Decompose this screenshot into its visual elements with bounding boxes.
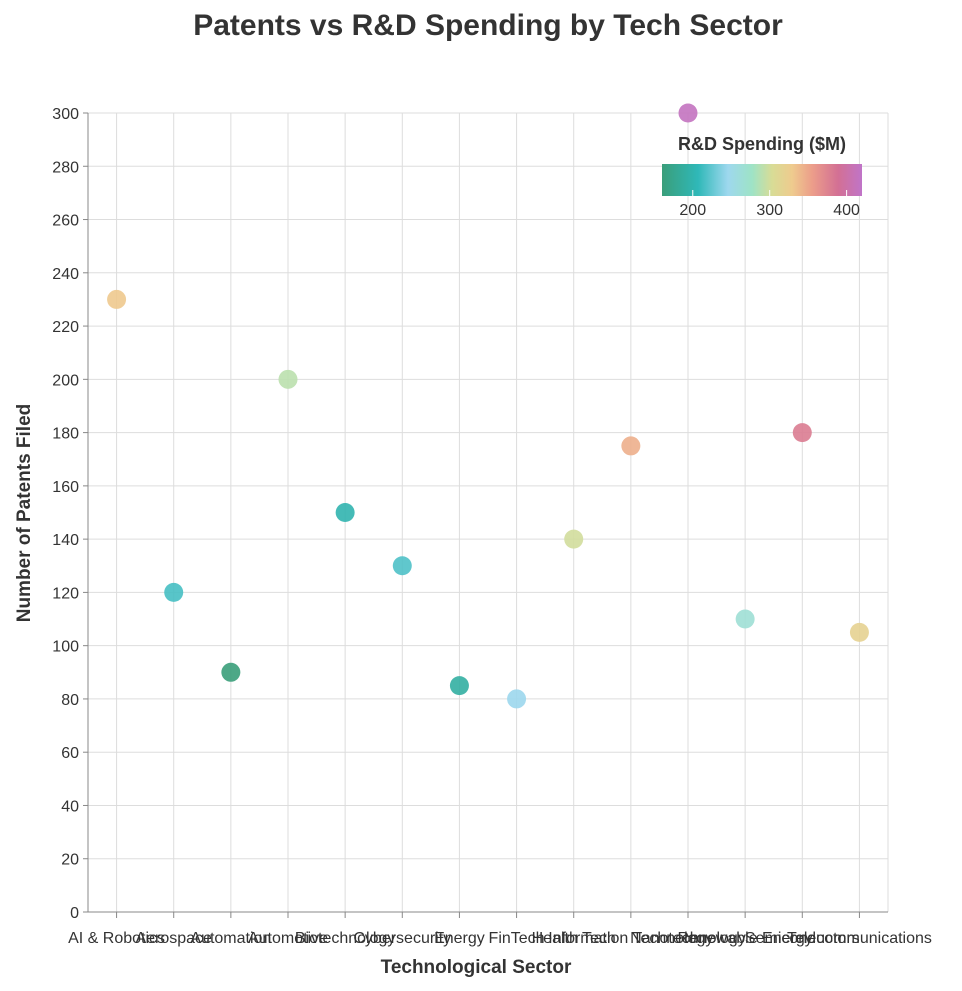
- y-tick-label: 260: [52, 213, 79, 230]
- y-tick-label: 0: [70, 905, 79, 922]
- data-point[interactable]: [278, 369, 298, 389]
- legend-tick-label: 200: [679, 202, 706, 219]
- y-tick-label: 220: [52, 319, 79, 336]
- y-axis-title: Number of Patents Filed: [14, 404, 35, 623]
- y-tick-label: 160: [52, 479, 79, 496]
- y-tick-label: 40: [61, 798, 79, 815]
- x-tick-label: Aerospace: [135, 930, 212, 947]
- y-tick-label: 80: [61, 692, 79, 709]
- data-point[interactable]: [221, 662, 241, 682]
- data-point[interactable]: [507, 689, 527, 709]
- data-points: [107, 103, 869, 709]
- y-tick-label: 100: [52, 639, 79, 656]
- y-tick-label: 140: [52, 532, 79, 549]
- chart-title: Patents vs R&D Spending by Tech Sector: [193, 9, 783, 42]
- x-tick-label: Energy: [434, 930, 485, 947]
- data-point[interactable]: [564, 529, 584, 549]
- x-tick-label: Automotive: [248, 930, 328, 947]
- data-point[interactable]: [735, 609, 755, 629]
- legend-title: R&D Spending ($M): [678, 134, 846, 154]
- legend-gradient-bar: [662, 164, 862, 196]
- x-tick-label: Semiconductors: [745, 930, 860, 947]
- gridlines: [88, 112, 889, 913]
- data-point[interactable]: [107, 289, 127, 309]
- y-tick-label: 60: [61, 745, 79, 762]
- y-tick-label: 280: [52, 159, 79, 176]
- data-point[interactable]: [792, 423, 812, 443]
- data-point[interactable]: [449, 676, 469, 696]
- data-point[interactable]: [678, 103, 698, 123]
- x-tick-label: FinTech: [489, 930, 545, 947]
- x-tick-label: Telecommunications: [787, 930, 932, 947]
- y-tick-label: 300: [52, 106, 79, 123]
- x-tick-label: Health Tech: [532, 930, 616, 947]
- x-axis-title: Technological Sector: [381, 957, 572, 978]
- x-tick-label: Information Technology: [548, 930, 713, 947]
- x-tick-label: Nanotechnology: [630, 930, 746, 947]
- y-tick-label: 200: [52, 372, 79, 389]
- legend-tick-label: 400: [833, 202, 860, 219]
- data-point[interactable]: [335, 503, 355, 522]
- x-tick-label: Cybersecurity: [353, 930, 451, 947]
- x-tick-label: AI & Robotics: [68, 930, 165, 947]
- legend-tick-label: 300: [756, 202, 783, 219]
- x-tick-label: Automation: [190, 930, 271, 947]
- data-point[interactable]: [164, 582, 184, 602]
- y-tick-label: 180: [52, 426, 79, 443]
- data-point[interactable]: [621, 436, 641, 456]
- x-tick-label: Biotechnology: [295, 930, 396, 947]
- y-tick-label: 120: [52, 585, 79, 602]
- x-tick-label: Renewable Energy: [678, 930, 813, 947]
- data-point[interactable]: [849, 622, 869, 642]
- y-tick-label: 20: [61, 852, 79, 869]
- y-tick-label: 240: [52, 266, 79, 283]
- axes: 0 20 40 60 80 100 120 140 160 180 200 220 240 260 280 3…: [52, 106, 932, 947]
- color-legend: R&D Spending ($M) 200 300 400: [662, 134, 862, 219]
- data-point[interactable]: [392, 556, 412, 576]
